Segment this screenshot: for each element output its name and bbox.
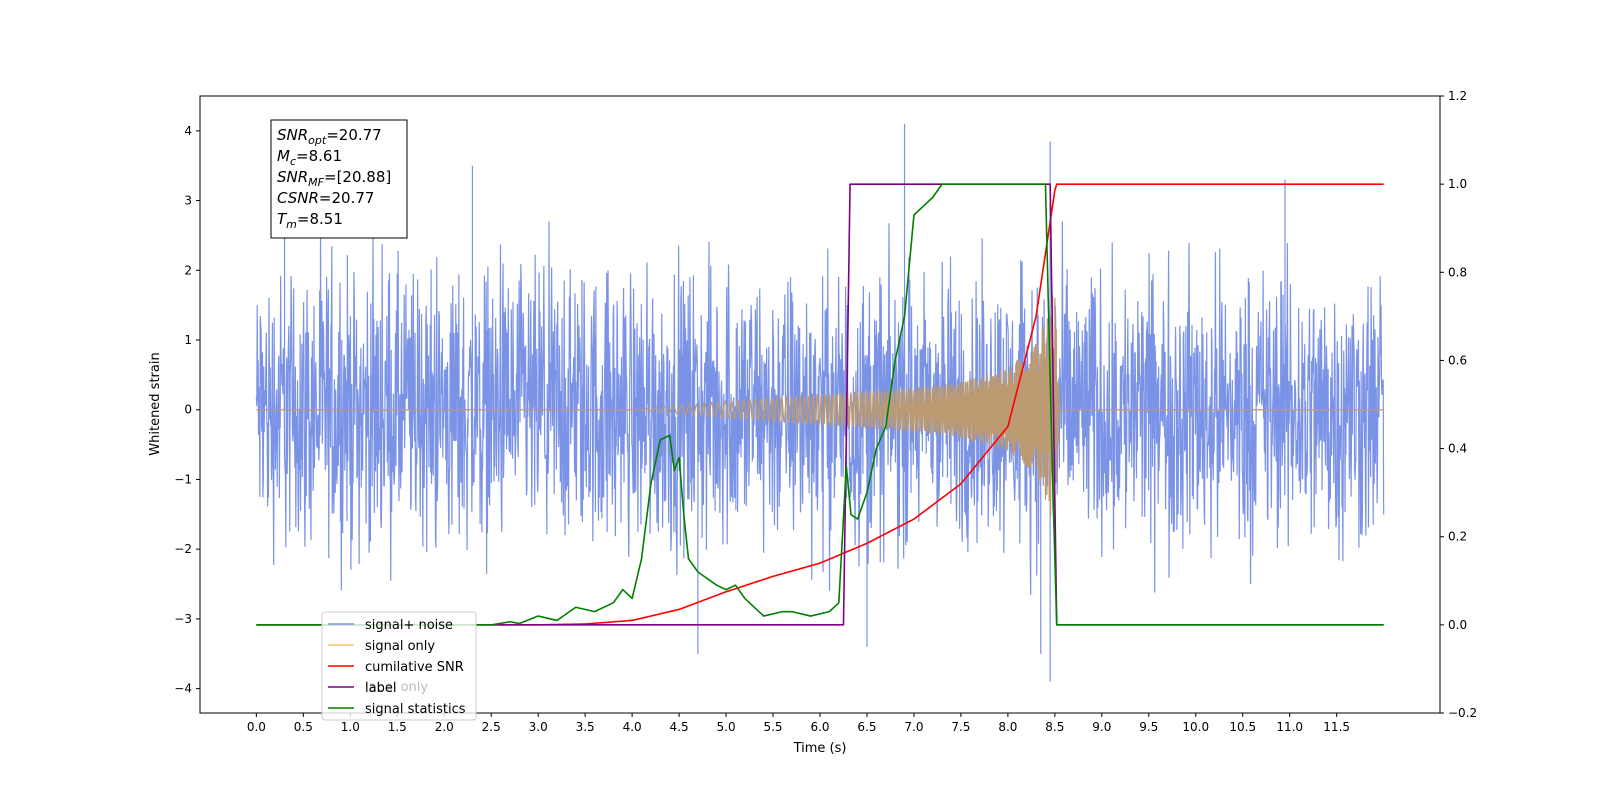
x-tick-label: 8.0 xyxy=(998,720,1017,734)
x-tick-label: 7.5 xyxy=(951,720,970,734)
x-tick-label: 6.0 xyxy=(810,720,829,734)
x-tick-label: 0.5 xyxy=(294,720,313,734)
annotation-line: CSNR=20.77 xyxy=(277,189,374,207)
x-tick-label: 11.0 xyxy=(1276,720,1303,734)
y2-tick-label: 0.4 xyxy=(1448,442,1467,456)
x-tick-label: 1.5 xyxy=(388,720,407,734)
y-axis-left: 4 3 2 1 0 −1 −2 −3 −4 xyxy=(174,124,200,696)
x-tick-label: 2.0 xyxy=(435,720,454,734)
x-tick-label: 5.0 xyxy=(717,720,736,734)
series-layer xyxy=(255,123,1385,682)
y-axis-right: 1.2 1.0 0.8 0.6 0.4 0.2 0.0 −0.2 xyxy=(1440,89,1477,720)
y2-tick-label: 0.0 xyxy=(1448,618,1467,632)
annotation-line: SNRMF=[20.88] xyxy=(277,168,391,189)
legend-frame xyxy=(321,611,477,721)
y-tick-label: 2 xyxy=(184,263,192,277)
legend-entry: signal statistics xyxy=(365,702,466,717)
y2-tick-label: 0.8 xyxy=(1448,265,1467,279)
y-axis-label: Whitened strain xyxy=(148,352,163,455)
y-tick-label: −2 xyxy=(174,542,192,556)
x-tick-label: 2.5 xyxy=(482,720,501,734)
x-tick-label: 1.0 xyxy=(341,720,360,734)
legend-entry: signal+ noise xyxy=(365,618,453,633)
x-tick-label: 11.5 xyxy=(1323,720,1350,734)
y-tick-label: −1 xyxy=(174,472,192,486)
x-tick-label: 0.0 xyxy=(247,720,266,734)
y-tick-label: 3 xyxy=(184,194,192,208)
series-signal-statistics xyxy=(256,183,1384,626)
y2-tick-label: −0.2 xyxy=(1448,706,1477,720)
series-signal-only xyxy=(256,295,1384,529)
y-tick-label: −3 xyxy=(174,612,192,626)
x-tick-label: 10.5 xyxy=(1229,720,1256,734)
y-tick-label: 1 xyxy=(184,333,192,347)
annotation-frame xyxy=(270,119,408,239)
y2-tick-label: 0.6 xyxy=(1448,353,1467,367)
x-tick-label: 4.0 xyxy=(623,720,642,734)
x-tick-label: 6.5 xyxy=(857,720,876,734)
legend-entry: cumilative SNR xyxy=(365,660,464,675)
y2-tick-label: 1.0 xyxy=(1448,177,1467,191)
series-signal-noise xyxy=(255,123,1385,682)
x-tick-label: 4.5 xyxy=(670,720,689,734)
x-tick-label: 9.5 xyxy=(1139,720,1158,734)
x-tick-label: 9.0 xyxy=(1092,720,1111,734)
annotation-box: SNRopt=20.77Mc=8.61SNRMF=[20.88]CSNR=20.… xyxy=(270,119,408,239)
y-tick-label: 4 xyxy=(184,124,192,138)
y2-tick-label: 1.2 xyxy=(1448,89,1467,103)
x-axis-label: Time (s) xyxy=(793,741,847,756)
legend-entry: signal only xyxy=(365,639,435,654)
x-tick-label: 5.5 xyxy=(763,720,782,734)
x-tick-label: 3.5 xyxy=(576,720,595,734)
y-tick-label: 0 xyxy=(184,403,192,417)
x-axis: 0.0 0.5 1.0 1.5 2.0 2.5 3.0 3.5 4.0 4.5 5.0 5.5 6.0 6… xyxy=(247,713,1350,734)
y-tick-label: −4 xyxy=(174,682,192,696)
x-tick-label: 8.5 xyxy=(1045,720,1064,734)
x-tick-label: 3.0 xyxy=(529,720,548,734)
x-tick-label: 10.0 xyxy=(1182,720,1209,734)
legend: label only signal+ noise signal only cumila… xyxy=(321,611,477,721)
x-tick-label: 7.0 xyxy=(904,720,923,734)
legend-hidden-entry: label only xyxy=(365,680,428,695)
y2-tick-label: 0.2 xyxy=(1448,530,1467,544)
legend-entry: label xyxy=(365,681,396,696)
annotation-line: SNRopt=20.77 xyxy=(277,126,382,147)
annotation-line: Tm=8.51 xyxy=(277,210,343,231)
annotation-line: Mc=8.61 xyxy=(277,147,342,168)
